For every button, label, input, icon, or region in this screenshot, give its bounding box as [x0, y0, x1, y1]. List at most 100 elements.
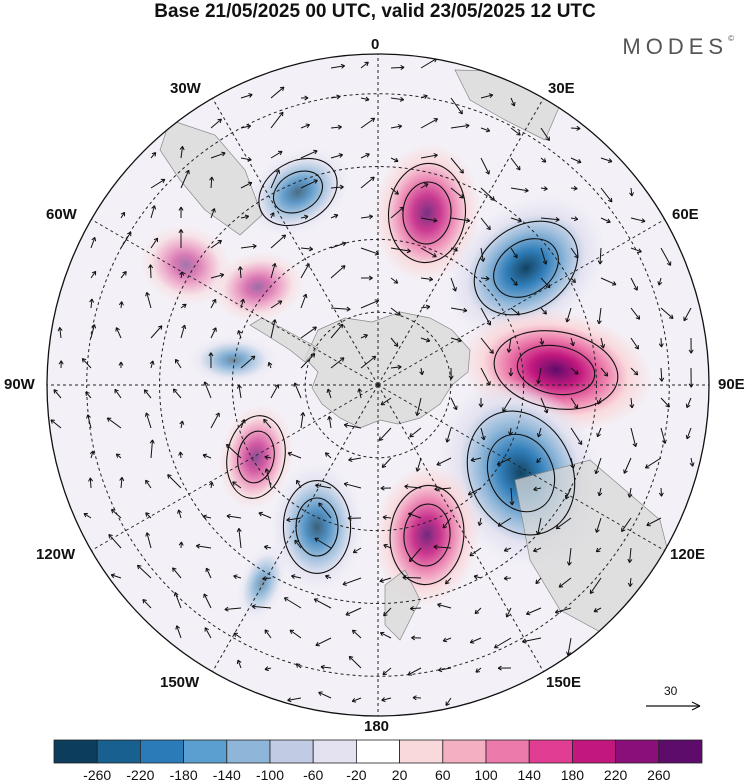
wind-arrow-head	[145, 532, 151, 537]
wind-arrow	[600, 277, 617, 286]
colorbar-swatch	[96, 739, 141, 764]
wind-arrow	[210, 176, 213, 189]
wind-arrow	[629, 577, 632, 587]
wind-arrow-head	[510, 101, 516, 107]
wind-arrow	[114, 389, 122, 399]
wind-arrow-head	[205, 567, 210, 573]
wind-arrow-head	[202, 453, 208, 459]
wind-arrow	[237, 659, 242, 669]
wind-arrow	[630, 307, 641, 320]
wind-arrow-head	[393, 342, 399, 347]
wind-arrow-head	[425, 337, 431, 343]
wind-arrow	[240, 215, 249, 219]
wind-arrow-head	[627, 582, 633, 587]
wind-arrow-head	[542, 260, 548, 265]
wind-arrow-head	[142, 598, 147, 604]
wind-arrow	[390, 187, 399, 195]
wind-arrow-head	[365, 96, 370, 102]
wind-arrow-head	[509, 501, 515, 506]
colorbar-tick-label: 20	[392, 767, 408, 783]
wind-arrow-head	[237, 266, 243, 271]
wind-arrow-head	[127, 231, 132, 237]
wind-arrow	[533, 487, 542, 491]
height-contour	[389, 484, 465, 586]
wind-vectors	[50, 58, 695, 706]
wind-arrow	[510, 217, 522, 222]
wind-arrow	[344, 424, 362, 429]
wind-arrow-head	[566, 561, 572, 566]
wind-arrow	[240, 298, 244, 309]
wind-arrow-head	[315, 641, 320, 647]
wind-arrow-head	[658, 492, 664, 497]
wind-arrow	[540, 307, 547, 315]
wind-arrow	[137, 564, 152, 579]
wind-arrow	[210, 299, 217, 309]
wind-arrow-head	[644, 464, 650, 469]
wind-arrow	[196, 545, 212, 549]
wind-arrow-head	[496, 461, 502, 466]
wind-arrow-head	[50, 419, 55, 424]
wind-arrow-head	[554, 609, 560, 615]
wind-arrow	[504, 577, 512, 580]
wind-arrow-head	[209, 481, 214, 486]
wind-arrow	[595, 547, 602, 553]
wind-arrow-head	[209, 176, 215, 181]
wind-arrow-head	[409, 605, 415, 611]
reference-vector-label: 30	[664, 684, 678, 698]
colorbar-swatch	[355, 739, 400, 764]
wind-arrow	[480, 307, 491, 326]
colorbar-swatch	[139, 739, 184, 764]
wind-arrow	[522, 637, 542, 643]
wind-arrow	[240, 419, 245, 429]
wind-arrow	[180, 170, 190, 189]
wind-arrow	[450, 337, 462, 342]
wind-arrow-head	[641, 218, 646, 224]
wind-arrow-head	[545, 283, 551, 289]
wind-arrow	[526, 607, 542, 615]
wind-arrow	[480, 187, 495, 201]
wind-arrow-head	[89, 298, 95, 303]
wind-arrow-head	[437, 602, 442, 608]
wind-arrow-head	[148, 264, 154, 269]
wind-arrow-head	[136, 564, 142, 570]
wind-arrow	[480, 427, 485, 440]
wind-arrow	[330, 65, 345, 69]
colorbar-swatches	[53, 739, 703, 764]
wind-arrow-head	[577, 440, 583, 445]
wind-arrow	[420, 277, 433, 281]
wind-arrow-head	[224, 606, 229, 612]
wind-arrow	[570, 367, 579, 375]
wind-arrow	[180, 146, 184, 159]
wind-arrow-head	[573, 185, 578, 191]
wind-arrow	[599, 247, 602, 265]
colorbar-tick-label: 260	[647, 767, 671, 783]
wind-arrow	[450, 217, 470, 222]
wind-arrow-head	[396, 311, 401, 316]
wind-arrow-head	[304, 214, 309, 220]
wind-arrow-head	[541, 158, 547, 163]
wind-arrow-head	[406, 248, 411, 254]
reference-vector	[646, 701, 701, 711]
wind-arrow-head	[536, 379, 542, 384]
wind-arrow	[120, 477, 123, 489]
wind-arrow-head	[465, 123, 470, 129]
lon-label-30w: 30W	[170, 80, 201, 97]
wind-arrow	[438, 667, 452, 671]
map-boundary	[46, 53, 710, 717]
wind-arrow	[203, 593, 212, 609]
wind-arrow-head	[444, 579, 450, 585]
wind-arrow-head	[271, 319, 277, 324]
wind-arrow-head	[313, 149, 318, 155]
wind-arrow	[508, 337, 512, 353]
wind-arrow-head	[348, 457, 353, 463]
wind-arrow	[566, 307, 572, 323]
wind-arrow-head	[611, 281, 617, 286]
wind-arrow-head	[689, 462, 695, 467]
wind-arrow-head	[371, 355, 377, 361]
wind-arrow	[270, 263, 276, 279]
wind-arrow-head	[203, 593, 208, 598]
wind-arrow	[570, 217, 578, 220]
wind-arrow	[420, 95, 428, 99]
wind-arrow-head	[503, 575, 508, 581]
wind-arrow	[506, 607, 512, 618]
